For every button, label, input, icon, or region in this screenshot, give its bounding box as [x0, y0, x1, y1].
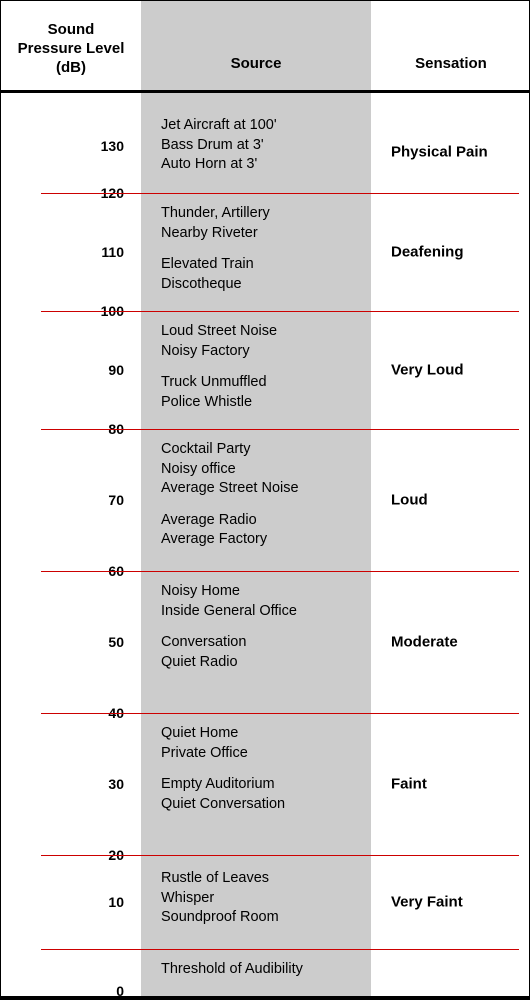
sensation-label: Loud [391, 492, 521, 509]
band-divider [41, 193, 519, 194]
source-list: Threshold of Audibility [161, 960, 366, 980]
source-item: Private Office [161, 744, 366, 764]
source-item: Noisy Factory [161, 342, 366, 362]
source-list: Quiet HomePrivate Office Empty Auditorium… [161, 724, 366, 814]
source-item: Loud Street Noise [161, 322, 366, 342]
source-item: Noisy Home [161, 582, 366, 602]
source-item: Average Radio [161, 511, 366, 531]
header-row: SoundPressure Level(dB) Source Sensation [1, 1, 529, 93]
source-list: Rustle of LeavesWhisperSoundproof Room [161, 869, 366, 928]
source-list: Loud Street NoiseNoisy Factory Truck Unmu… [161, 322, 366, 412]
source-item: Conversation [161, 633, 366, 653]
source-item: Discotheque [161, 275, 366, 295]
source-item: Rustle of Leaves [161, 869, 366, 889]
band-divider [41, 571, 519, 572]
source-item: Thunder, Artillery [161, 204, 366, 224]
source-item: Whisper [161, 889, 366, 909]
header-source: Source [141, 55, 371, 74]
band-divider [41, 713, 519, 714]
sensation-label: Very Faint [391, 894, 521, 911]
band-divider [41, 855, 519, 856]
source-item: Soundproof Room [161, 908, 366, 928]
sensation-label: Physical Pain [391, 144, 521, 161]
source-item: Average Factory [161, 530, 366, 550]
source-item: Police Whistle [161, 393, 366, 413]
band-divider [41, 949, 519, 950]
source-item: Noisy office [161, 460, 366, 480]
source-item: Nearby Riveter [161, 224, 366, 244]
source-item: Truck Unmuffled [161, 373, 366, 393]
source-list: Jet Aircraft at 100'Bass Drum at 3'Auto … [161, 116, 366, 175]
source-item: Empty Auditorium [161, 775, 366, 795]
band-divider [41, 311, 519, 312]
header-db: SoundPressure Level(dB) [1, 21, 141, 77]
source-item: Quiet Radio [161, 653, 366, 673]
chart-body: 1301201101009080706050403020100Jet Aircr… [1, 96, 529, 996]
source-item: Cocktail Party [161, 440, 366, 460]
sensation-label: Very Loud [391, 362, 521, 379]
source-item: Average Street Noise [161, 479, 366, 499]
db-tick: 10 [24, 894, 124, 910]
db-tick: 50 [24, 634, 124, 650]
source-item: Auto Horn at 3' [161, 155, 366, 175]
source-item: Threshold of Audibility [161, 960, 366, 980]
db-tick: 30 [24, 776, 124, 792]
sensation-label: Deafening [391, 244, 521, 261]
source-item: Bass Drum at 3' [161, 136, 366, 156]
source-item: Elevated Train [161, 255, 366, 275]
source-list: Noisy HomeInside General Office Conversat… [161, 582, 366, 672]
db-tick: 110 [24, 244, 124, 260]
header-sensation: Sensation [371, 55, 530, 74]
db-tick: 70 [24, 492, 124, 508]
spl-chart: SoundPressure Level(dB) Source Sensation… [0, 0, 530, 1000]
source-list: Thunder, ArtilleryNearby Riveter Elevated… [161, 204, 366, 294]
source-item: Jet Aircraft at 100' [161, 116, 366, 136]
band-divider [41, 429, 519, 430]
source-item: Quiet Home [161, 724, 366, 744]
db-tick: 130 [24, 138, 124, 154]
db-tick: 90 [24, 362, 124, 378]
source-item: Quiet Conversation [161, 795, 366, 815]
source-item: Inside General Office [161, 602, 366, 622]
sensation-label: Faint [391, 776, 521, 793]
bottom-border [1, 996, 529, 999]
sensation-label: Moderate [391, 634, 521, 651]
source-list: Cocktail PartyNoisy officeAverage Street… [161, 440, 366, 550]
